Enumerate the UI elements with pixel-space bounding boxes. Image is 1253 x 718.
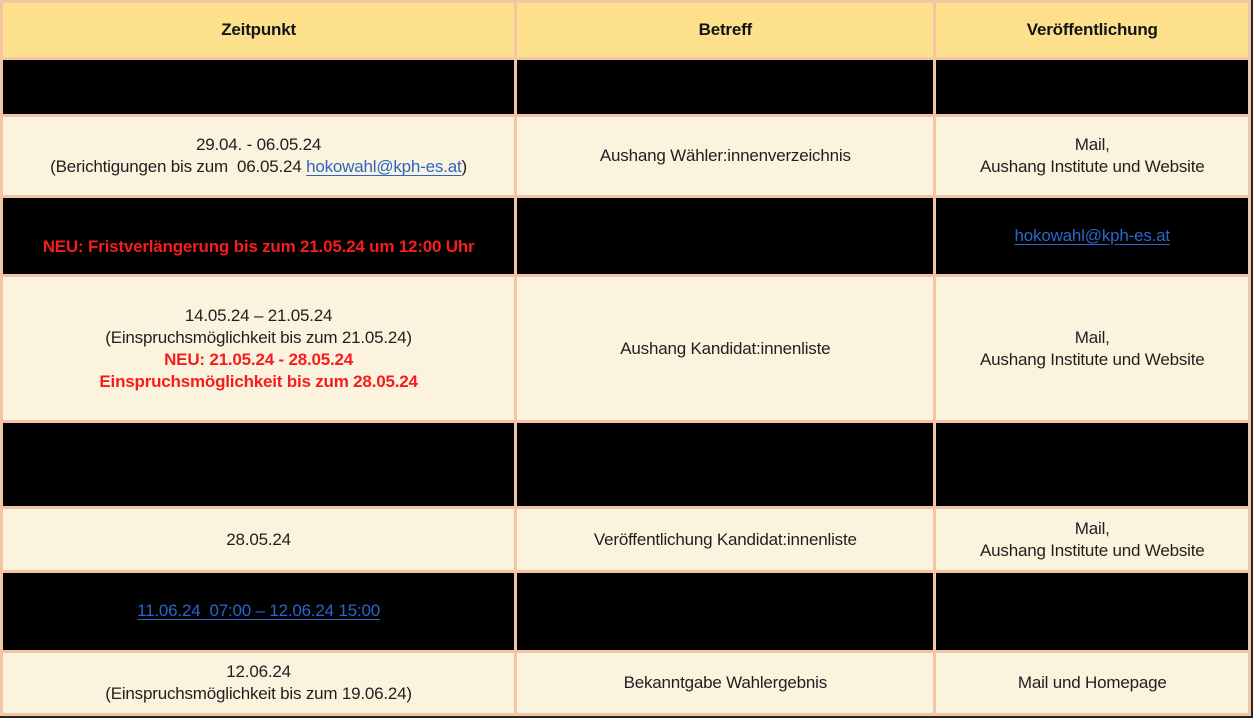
cell-line: 11.06.24 07:00 – 12.06.24 15:00: [9, 600, 508, 622]
cell-line: 12.06.24: [9, 661, 508, 683]
cell-line: Aushang Kandidat:innenliste: [523, 338, 927, 360]
cell-veroeffentlichung: [933, 420, 1251, 510]
cell-zeitpunkt: NEU: Fristverlängerung bis zum 21.05.24 …: [0, 195, 518, 277]
cell-line: Aushang Institute und Website: [942, 156, 1242, 178]
cell-betreff: [514, 569, 937, 653]
column-header-zeitpunkt: Zeitpunkt: [0, 0, 518, 60]
cell-zeitpunkt: [0, 56, 518, 118]
cell-line: Einspruchsmöglichkeit bis zum 28.05.24: [9, 371, 508, 393]
cell-zeitpunkt: 29.04. - 06.05.24 (Berichtigungen bis zum…: [0, 114, 518, 199]
text-segment: NEU: 21.05.24 - 28.05.24: [164, 349, 354, 369]
table-body: 29.04. - 06.05.24 (Berichtigungen bis zum…: [0, 56, 1251, 717]
email-link[interactable]: hokowahl@kph-es.at: [306, 157, 462, 177]
text-segment: NEU: Fristverlängerung bis zum 21.05.24 …: [42, 236, 475, 256]
table-row: [0, 56, 1251, 118]
text-segment: Aushang Wähler:innenverzeichnis: [599, 146, 851, 166]
email-link[interactable]: hokowahl@kph-es.at: [1014, 225, 1171, 245]
text-segment: Mail,: [1074, 135, 1110, 155]
text-segment: (Einspruchsmöglichkeit bis zum 19.06.24): [105, 683, 412, 703]
cell-line: Aushang Institute und Website: [942, 349, 1242, 371]
cell-line: (Einspruchsmöglichkeit bis zum 21.05.24): [9, 327, 508, 349]
text-segment: 29.04. - 06.05.24: [196, 135, 322, 155]
text-segment: Aushang Institute und Website: [980, 540, 1205, 560]
cell-betreff: [514, 56, 937, 118]
text-segment: (Einspruchsmöglichkeit bis zum 21.05.24): [105, 327, 412, 347]
cell-line: 14.05.24 – 21.05.24: [9, 305, 508, 327]
table-row: 12.06.24 (Einspruchsmöglichkeit bis zum 1…: [0, 649, 1251, 717]
column-header-veroeffentlichung: Veröffentlichung: [933, 0, 1251, 60]
text-segment: Einspruchsmöglichkeit bis zum 28.05.24: [99, 371, 418, 391]
text-segment: 12.06.24: [226, 661, 291, 681]
cell-line: (Einspruchsmöglichkeit bis zum 19.06.24): [9, 683, 508, 705]
cell-line: 29.04. - 06.05.24: [9, 134, 508, 156]
cell-veroeffentlichung: [933, 569, 1251, 653]
text-segment: Aushang Institute und Website: [980, 157, 1205, 177]
text-segment: (Berichtigungen bis zum 06.05.24: [50, 157, 307, 177]
cell-betreff: Aushang Wähler:innenverzeichnis: [514, 114, 937, 199]
cell-line: (Berichtigungen bis zum 06.05.24 hokowah…: [9, 156, 508, 178]
cell-line: Mail und Homepage: [942, 672, 1242, 694]
cell-veroeffentlichung: hokowahl@kph-es.at: [933, 195, 1251, 277]
cell-veroeffentlichung: [933, 56, 1251, 118]
header-row: Zeitpunkt Betreff Veröffentlichung: [0, 0, 1251, 60]
cell-line: Aushang Institute und Website: [942, 540, 1242, 562]
voting-period-link[interactable]: 11.06.24 07:00 – 12.06.24 15:00: [137, 601, 380, 621]
table-row: [0, 420, 1251, 510]
text-segment: ): [461, 157, 468, 177]
text-segment: 28.05.24: [226, 529, 291, 549]
cell-veroeffentlichung: Mail, Aushang Institute und Website: [933, 114, 1251, 199]
cell-line: Bekanntgabe Wahlergebnis: [523, 672, 927, 694]
cell-veroeffentlichung: Mail und Homepage: [933, 649, 1251, 717]
cell-veroeffentlichung: Mail, Aushang Institute und Website: [933, 506, 1251, 573]
cell-veroeffentlichung: Mail, Aushang Institute und Website: [933, 273, 1251, 424]
cell-betreff: Veröffentlichung Kandidat:innenliste: [514, 506, 937, 573]
cell-zeitpunkt: 12.06.24 (Einspruchsmöglichkeit bis zum 1…: [0, 649, 518, 717]
cell-zeitpunkt: 28.05.24: [0, 506, 518, 573]
text-segment: Mail und Homepage: [1017, 672, 1167, 692]
text-segment: Veröffentlichung Kandidat:innenliste: [593, 529, 857, 549]
cell-line: Veröffentlichung Kandidat:innenliste: [523, 529, 927, 551]
cell-line: Mail,: [942, 327, 1242, 349]
table-row: 28.05.24 Veröffentlichung Kandidat:innenl…: [0, 506, 1251, 573]
cell-betreff: [514, 195, 937, 277]
cell-zeitpunkt: 11.06.24 07:00 – 12.06.24 15:00: [0, 569, 518, 653]
table-row: 29.04. - 06.05.24 (Berichtigungen bis zum…: [0, 114, 1251, 199]
text-segment: Mail,: [1074, 327, 1110, 347]
cell-zeitpunkt: [0, 420, 518, 510]
table-row: NEU: Fristverlängerung bis zum 21.05.24 …: [0, 195, 1251, 277]
table-header: Zeitpunkt Betreff Veröffentlichung: [0, 0, 1251, 60]
column-header-betreff: Betreff: [514, 0, 937, 60]
cell-line: [9, 214, 508, 236]
cell-line: Mail,: [942, 134, 1242, 156]
cell-zeitpunkt: 14.05.24 – 21.05.24 (Einspruchsmöglichkei…: [0, 273, 518, 424]
cell-line: NEU: 21.05.24 - 28.05.24: [9, 349, 508, 371]
cell-line: Aushang Wähler:innenverzeichnis: [523, 145, 927, 167]
text-segment: Aushang Institute und Website: [980, 349, 1205, 369]
cell-line: NEU: Fristverlängerung bis zum 21.05.24 …: [9, 236, 508, 258]
text-segment: Bekanntgabe Wahlergebnis: [623, 672, 828, 692]
table-row: 14.05.24 – 21.05.24 (Einspruchsmöglichkei…: [0, 273, 1251, 424]
cell-line: 28.05.24: [9, 529, 508, 551]
text-segment: 14.05.24 – 21.05.24: [184, 305, 333, 325]
cell-line: Mail,: [942, 518, 1242, 540]
cell-betreff: Aushang Kandidat:innenliste: [514, 273, 937, 424]
cell-betreff: Bekanntgabe Wahlergebnis: [514, 649, 937, 717]
table-row: 11.06.24 07:00 – 12.06.24 15:00: [0, 569, 1251, 653]
text-segment: Mail,: [1074, 518, 1110, 538]
text-segment: Aushang Kandidat:innenliste: [620, 338, 831, 358]
cell-betreff: [514, 420, 937, 510]
cell-line: hokowahl@kph-es.at: [942, 225, 1242, 247]
